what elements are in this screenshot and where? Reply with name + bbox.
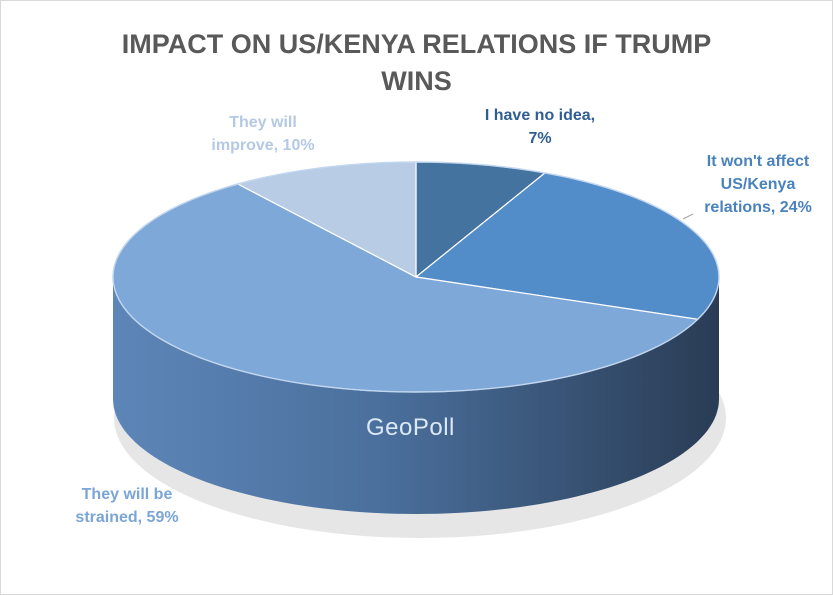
chart-title-line-1: IMPACT ON US/KENYA RELATIONS IF TRUMP [121, 29, 712, 59]
data-label-improve-line-1: They will [229, 114, 297, 131]
pie-rim-highlight [112, 161, 720, 393]
data-label-no-idea: I have no idea, 7% [455, 104, 625, 150]
leader-line-24 [682, 213, 694, 220]
leader-lines [682, 213, 694, 220]
pie-side-wall [113, 277, 719, 514]
data-label-strained-line-2: strained, 59% [75, 509, 179, 526]
data-label-no-idea-line-2: 7% [528, 130, 552, 147]
data-label-strained: They will be strained, 59% [52, 483, 202, 529]
data-label-wont-affect-line-3: relations, 24% [704, 199, 812, 216]
data-label-improve-line-2: improve, 10% [211, 137, 315, 154]
data-label-no-idea-line-1: I have no idea, [484, 107, 596, 124]
data-label-wont-affect-line-2: US/Kenya [720, 176, 796, 193]
chart-title-line-2: WINS [381, 66, 452, 96]
chart-title: IMPACT ON US/KENYA RELATIONS IF TRUMP WI… [0, 26, 833, 100]
data-label-wont-affect: It won't affect US/Kenya relations, 24% [684, 150, 832, 219]
data-label-wont-affect-line-1: It won't affect [706, 153, 810, 170]
data-label-strained-line-1: They will be [81, 486, 173, 503]
pie-side [113, 277, 719, 514]
geopoll-watermark: GeoPoll [366, 414, 455, 441]
data-label-improve: They will improve, 10% [188, 111, 338, 157]
pie-top [112, 161, 720, 393]
